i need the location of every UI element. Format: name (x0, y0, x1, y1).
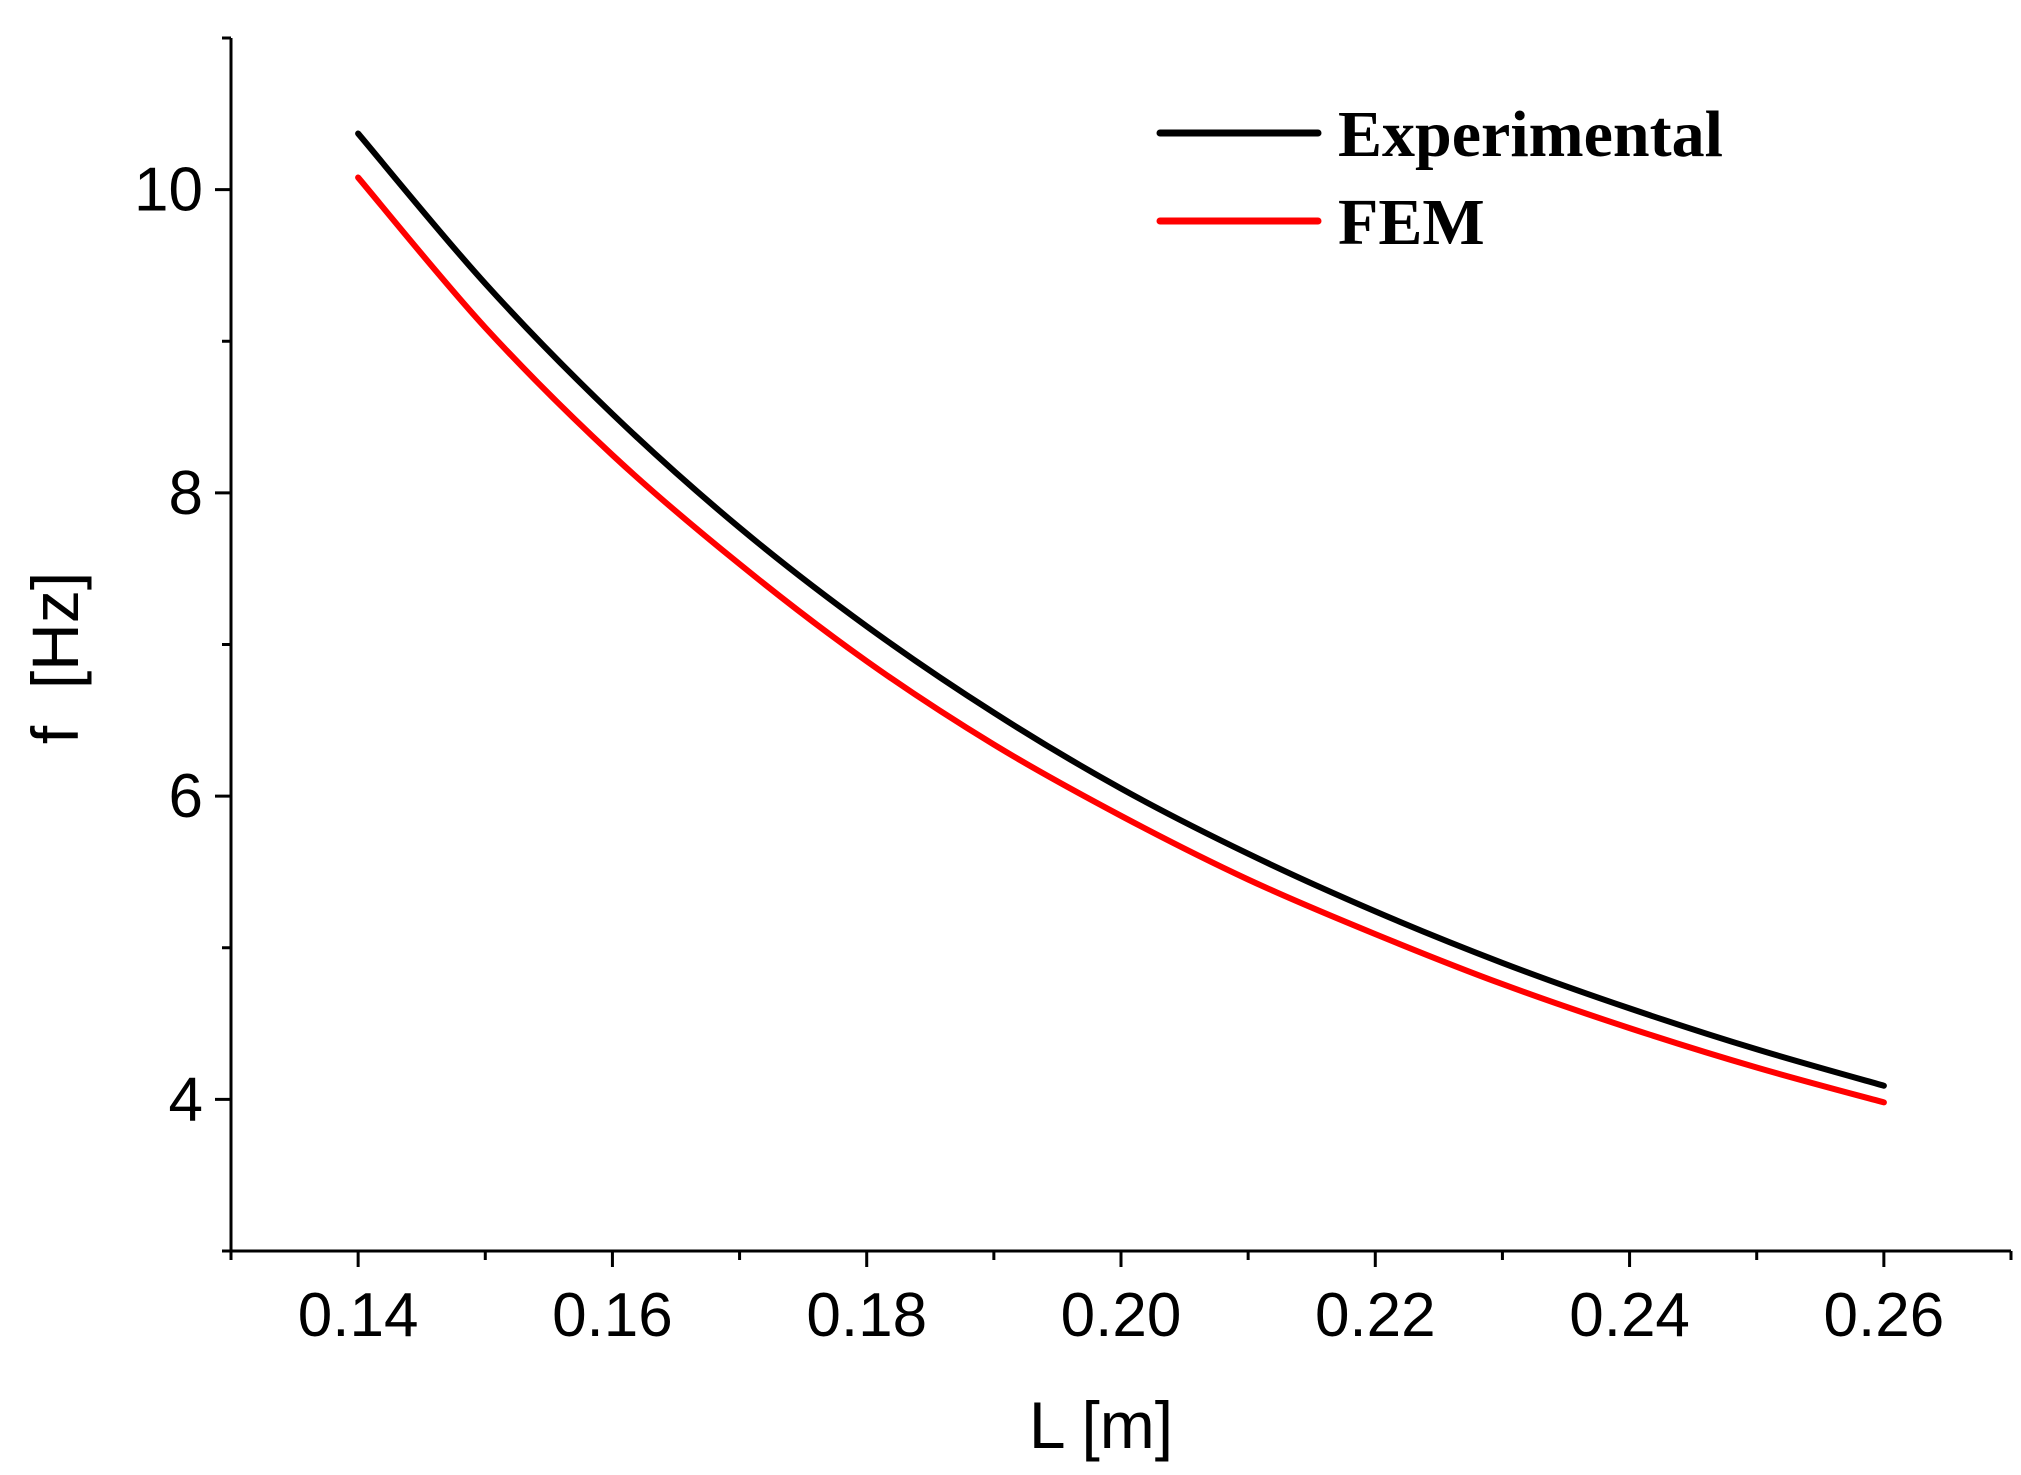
y-tick-label: 6 (169, 762, 203, 831)
y-ticks: 4 6 8 10 (134, 36, 231, 1253)
y-tick-label: 10 (134, 156, 203, 225)
legend-label-experimental: Experimental (1338, 98, 1723, 171)
x-axis-title: L [m] (1029, 1388, 1173, 1462)
x-tick-label: 0.14 (298, 1281, 419, 1350)
x-ticks: 0.14 0.16 0.18 0.20 0.22 0.24 0.26 (229, 1251, 2013, 1350)
series-lines (355, 130, 1887, 1106)
y-tick-label: 8 (169, 459, 203, 528)
axes (229, 38, 2011, 1253)
x-tick-label: 0.20 (1061, 1281, 1182, 1350)
x-tick-label: 0.22 (1315, 1281, 1436, 1350)
y-tick-label: 4 (169, 1065, 203, 1134)
series-line-fem (355, 174, 1887, 1106)
legend-label-fem: FEM (1338, 186, 1485, 259)
legend: Experimental FEM (1156, 98, 1723, 259)
x-tick-label: 0.26 (1824, 1281, 1945, 1350)
x-tick-label: 0.16 (552, 1281, 673, 1350)
y-axis-title: f [Hz] (18, 572, 92, 744)
x-tick-label: 0.24 (1569, 1281, 1690, 1350)
x-tick-label: 0.18 (806, 1281, 927, 1350)
series-line-experimental (355, 130, 1887, 1089)
